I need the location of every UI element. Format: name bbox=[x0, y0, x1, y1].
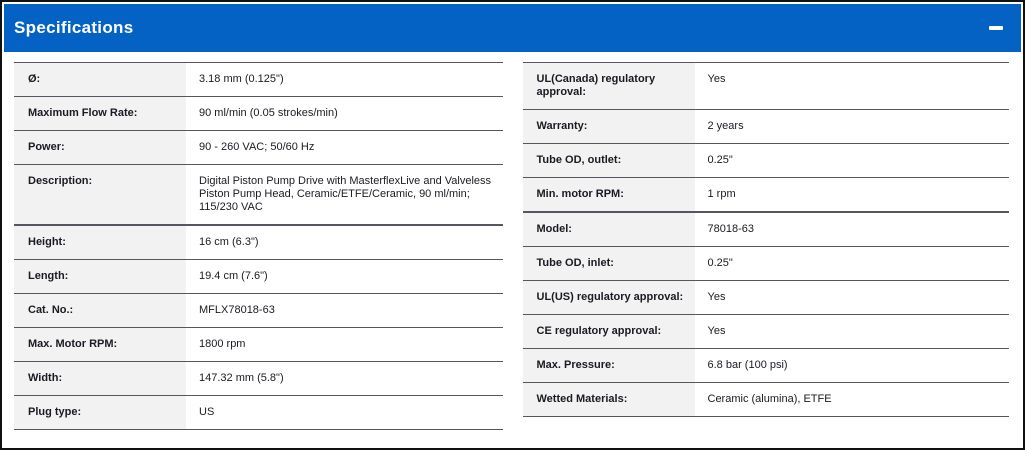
spec-row: Description: Digital Piston Pump Drive wi… bbox=[14, 164, 503, 225]
spec-label: Tube OD, outlet: bbox=[522, 143, 695, 178]
spec-label: Cat. No.: bbox=[14, 293, 186, 328]
spec-value: 0.25" bbox=[707, 257, 733, 269]
spec-row: Tube OD, inlet: 0.25" bbox=[522, 246, 1009, 281]
spec-value: 6.8 bar (100 psi) bbox=[707, 359, 788, 371]
spec-label: Description: bbox=[14, 164, 186, 225]
spec-label: Model: bbox=[522, 212, 695, 247]
spec-value: 2 years bbox=[707, 120, 744, 132]
spec-value: Digital Piston Pump Drive with Masterfle… bbox=[199, 175, 492, 213]
spec-label: Width: bbox=[14, 361, 186, 396]
spec-value: 19.4 cm (7.6") bbox=[199, 270, 268, 282]
spec-value: US bbox=[199, 406, 215, 418]
spec-label: Maximum Flow Rate: bbox=[14, 96, 186, 131]
spec-label: UL(US) regulatory approval: bbox=[522, 280, 695, 315]
spec-label: Max. Pressure: bbox=[522, 348, 695, 383]
spec-label: CE regulatory approval: bbox=[522, 314, 695, 349]
spec-row: UL(Canada) regulatory approval: Yes bbox=[522, 62, 1009, 110]
spec-value: 78018-63 bbox=[707, 223, 755, 235]
spec-label: Max. Motor RPM: bbox=[14, 327, 186, 362]
spec-row: Plug type: US bbox=[14, 395, 503, 430]
spec-row: Maximum Flow Rate: 90 ml/min (0.05 stroke… bbox=[14, 96, 503, 131]
spec-row: UL(US) regulatory approval: Yes bbox=[522, 280, 1009, 315]
spec-row: Wetted Materials: Ceramic (alumina), ETFE bbox=[522, 382, 1009, 417]
spec-row: Power: 90 - 260 VAC; 50/60 Hz bbox=[14, 130, 503, 165]
spec-value: 90 ml/min (0.05 strokes/min) bbox=[199, 107, 338, 119]
spec-value: Yes bbox=[707, 73, 726, 85]
spec-value: 0.25" bbox=[707, 154, 733, 166]
spec-row: Max. Pressure: 6.8 bar (100 psi) bbox=[522, 348, 1009, 383]
spec-row: Cat. No.: MFLX78018-63 bbox=[14, 293, 503, 328]
spec-row: Tube OD, outlet: 0.25" bbox=[522, 143, 1009, 178]
spec-label: Power: bbox=[14, 130, 186, 165]
spec-row: Max. Motor RPM: 1800 rpm bbox=[14, 327, 503, 362]
spec-label: UL(Canada) regulatory approval: bbox=[522, 62, 695, 110]
spec-label: Ø: bbox=[14, 62, 186, 97]
collapse-button[interactable] bbox=[986, 18, 1006, 38]
section-title: Specifications bbox=[14, 18, 134, 37]
specifications-header[interactable]: Specifications bbox=[4, 4, 1021, 52]
spec-value: 1 rpm bbox=[707, 188, 736, 200]
spec-row: Width: 147.32 mm (5.8") bbox=[14, 361, 503, 396]
spec-label: Plug type: bbox=[14, 395, 186, 430]
spec-value: 16 cm (6.3") bbox=[199, 236, 259, 248]
spec-label: Wetted Materials: bbox=[522, 382, 695, 417]
spec-row: CE regulatory approval: Yes bbox=[522, 314, 1009, 349]
spec-value: Yes bbox=[707, 291, 726, 303]
spec-row: Length: 19.4 cm (7.6") bbox=[14, 259, 503, 294]
spec-value: 147.32 mm (5.8") bbox=[199, 372, 284, 384]
spec-label: Tube OD, inlet: bbox=[522, 246, 695, 281]
spec-value: Yes bbox=[707, 325, 726, 337]
spec-value: 1800 rpm bbox=[199, 338, 246, 350]
spec-table-left: Ø: 3.18 mm (0.125") Maximum Flow Rate: 90 m… bbox=[14, 62, 503, 430]
spec-row: Min. motor RPM: 1 rpm bbox=[522, 177, 1009, 212]
spec-value: Ceramic (alumina), ETFE bbox=[707, 393, 832, 405]
specifications-content: Ø: 3.18 mm (0.125") Maximum Flow Rate: 90 m… bbox=[2, 52, 1023, 430]
spec-row: Height: 16 cm (6.3") bbox=[14, 225, 503, 260]
spec-value: 90 - 260 VAC; 50/60 Hz bbox=[199, 141, 315, 153]
spec-label: Height: bbox=[14, 225, 186, 260]
spec-label: Warranty: bbox=[522, 109, 695, 144]
minus-icon bbox=[989, 26, 1003, 30]
spec-table-right: UL(Canada) regulatory approval: Yes Warran… bbox=[522, 62, 1009, 417]
specifications-section: Specifications Ø: 3.18 mm (0.125") Maximum… bbox=[2, 4, 1023, 430]
spec-row: Model: 78018-63 bbox=[522, 212, 1009, 247]
spec-value: 3.18 mm (0.125") bbox=[199, 73, 284, 85]
spec-label: Length: bbox=[14, 259, 186, 294]
spec-row: Ø: 3.18 mm (0.125") bbox=[14, 62, 503, 97]
spec-row: Warranty: 2 years bbox=[522, 109, 1009, 144]
spec-value: MFLX78018-63 bbox=[199, 304, 275, 316]
spec-label: Min. motor RPM: bbox=[522, 177, 695, 212]
